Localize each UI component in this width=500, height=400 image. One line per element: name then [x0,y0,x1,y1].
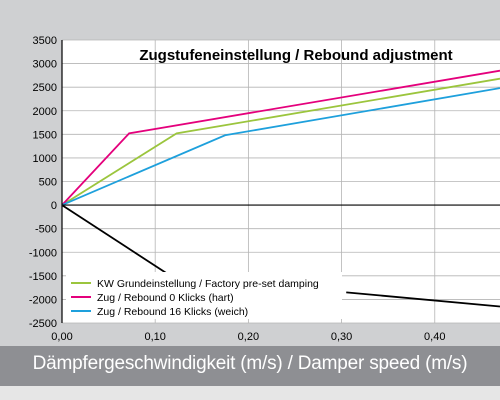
y-tick-label: -1000 [29,247,57,259]
black-series-line [346,291,500,308]
series-line-3 [61,87,500,206]
x-tick-label: 0,10 [144,331,165,343]
bottom-band [0,386,500,400]
x-axis-label: Dämpfergeschwindigkeit (m/s) / Damper sp… [32,353,468,374]
y-tick-label: -2500 [29,318,57,330]
y-tick-label: 2500 [33,82,57,94]
y-tick-label: 500 [39,177,57,189]
series-lines [61,69,500,308]
black-series-line [61,204,173,278]
legend-label: Zug / Rebound 16 Klicks (weich) [97,306,248,318]
tick-labels: 3500 3000 2500 2000 1500 1000 500 0 -500 -1000 -15… [29,35,446,343]
y-tick-label: 3500 [33,35,57,47]
legend: KW Grundeinstellung / Factory pre-set da… [66,272,342,319]
chart: 3500 3000 2500 2000 1500 1000 500 0 -500 -1000 -15… [29,35,500,343]
y-tick-label: -1500 [29,271,57,283]
legend-box [66,272,342,319]
y-tick-label: 2000 [33,106,57,118]
x-tick-label: 0,40 [424,331,445,343]
x-tick-label: 0,30 [331,331,352,343]
axes [61,40,500,323]
x-tick-label: 0,20 [238,331,259,343]
y-tick-label: 3000 [33,59,57,71]
y-tick-label: 1500 [33,129,57,141]
x-tick-label: 0,00 [51,331,72,343]
legend-label: KW Grundeinstellung / Factory pre-set da… [97,278,319,290]
chart-title: Zugstufeneinstellung / Rebound adjustmen… [139,47,452,64]
series-line-2 [61,69,500,206]
y-tick-label: 0 [51,200,57,212]
legend-label: Zug / Rebound 0 Klicks (hart) [97,292,234,304]
xlabel-band [0,346,500,386]
y-tick-label: 1000 [33,153,57,165]
y-tick-label: -2000 [29,294,57,306]
y-tick-label: -500 [35,224,57,236]
series-line-1 [61,77,500,206]
